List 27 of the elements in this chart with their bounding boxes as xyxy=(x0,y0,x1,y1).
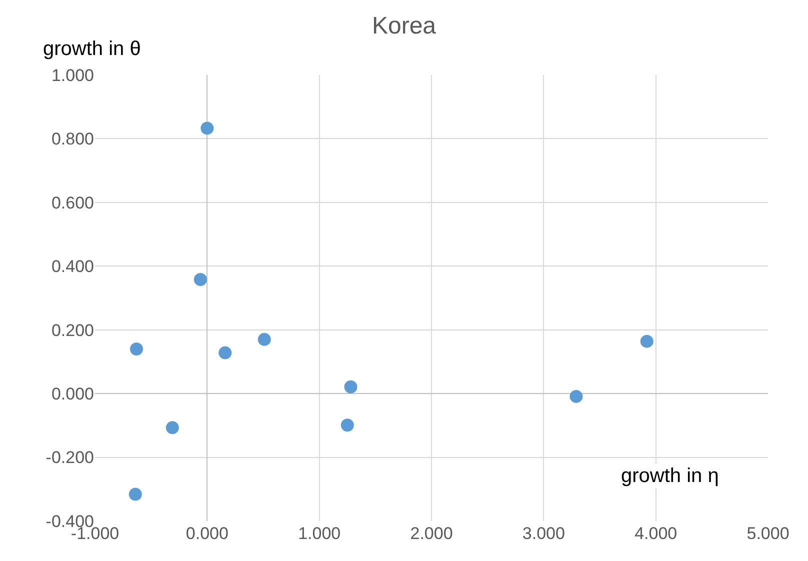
y-tick-label: 0.800 xyxy=(51,130,94,149)
x-tick-label: 0.000 xyxy=(186,524,228,543)
point xyxy=(200,122,214,135)
point xyxy=(218,346,232,360)
y-tick-label: 1.000 xyxy=(51,66,94,85)
point xyxy=(166,421,179,434)
point xyxy=(640,334,654,348)
point xyxy=(130,342,143,356)
point xyxy=(128,488,142,501)
point xyxy=(570,390,583,403)
y-tick-label: 0.600 xyxy=(51,193,94,212)
x-tick-label: 3.000 xyxy=(522,524,565,543)
y-tick-label: 0.200 xyxy=(51,320,94,340)
point xyxy=(258,332,271,346)
point xyxy=(340,418,354,432)
point xyxy=(344,380,358,394)
x-tick-label: 1.000 xyxy=(298,524,341,543)
x-tick-label: 4.000 xyxy=(634,524,678,543)
y-tick-label: 0.400 xyxy=(51,257,94,276)
y-axis-title: growth in θ xyxy=(43,38,141,60)
x-tick-label: 2.000 xyxy=(410,524,453,543)
y-tick-label: -0.200 xyxy=(46,448,94,468)
chart-title: Korea xyxy=(372,12,437,40)
point xyxy=(194,273,207,286)
y-tick-label: 0.000 xyxy=(51,384,94,404)
x-axis-title: growth in η xyxy=(621,465,719,487)
x-tick-label: 5.000 xyxy=(746,524,790,543)
